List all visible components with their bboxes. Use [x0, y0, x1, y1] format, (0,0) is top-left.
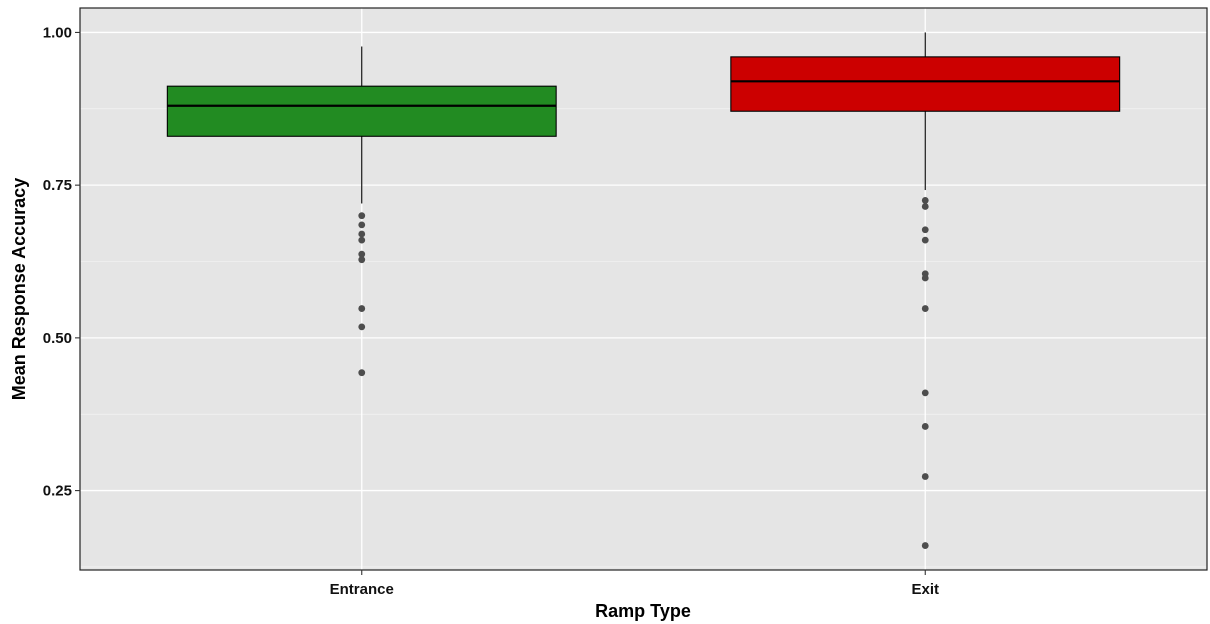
y-tick-label: 0.50	[43, 330, 72, 347]
outlier-point	[921, 542, 929, 549]
x-tick-label: Exit	[911, 581, 939, 598]
outlier-point	[358, 305, 366, 312]
outlier-point	[921, 389, 929, 397]
outlier-point	[921, 203, 929, 210]
boxplot-exit	[730, 32, 1121, 549]
plot-border	[79, 7, 1208, 571]
y-tick-label: 0.75	[43, 177, 72, 194]
outlier-point	[358, 250, 366, 258]
y-tick-label: 0.25	[43, 483, 72, 500]
y-tick-label: 1.00	[43, 24, 72, 41]
y-axis-title: Mean Response Accuracy	[9, 178, 29, 400]
outlier-point	[358, 323, 366, 331]
box-iqr	[730, 56, 1121, 112]
outlier-point	[358, 230, 366, 238]
boxplot-entrance	[166, 46, 557, 377]
x-axis: Entrance Exit	[330, 570, 939, 598]
x-tick-label: Entrance	[330, 581, 394, 598]
outlier-point	[358, 369, 366, 377]
y-axis: 0.25 0.50 0.75 1.00	[43, 24, 80, 500]
outlier-point	[921, 473, 929, 480]
boxplots	[166, 32, 1121, 549]
outlier-point	[921, 226, 929, 234]
outlier-point	[358, 212, 366, 220]
outlier-point	[921, 197, 929, 204]
outlier-point	[358, 256, 366, 264]
x-axis-title: Ramp Type	[595, 601, 691, 621]
outlier-point	[921, 274, 929, 282]
outlier-point	[921, 236, 929, 244]
outlier-point	[358, 221, 366, 229]
outlier-point	[921, 305, 929, 312]
outlier-point	[358, 236, 366, 244]
outlier-point	[921, 423, 929, 430]
box-iqr	[166, 85, 557, 137]
